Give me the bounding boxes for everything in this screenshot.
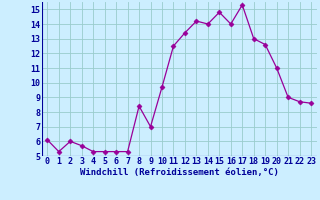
X-axis label: Windchill (Refroidissement éolien,°C): Windchill (Refroidissement éolien,°C)	[80, 168, 279, 177]
